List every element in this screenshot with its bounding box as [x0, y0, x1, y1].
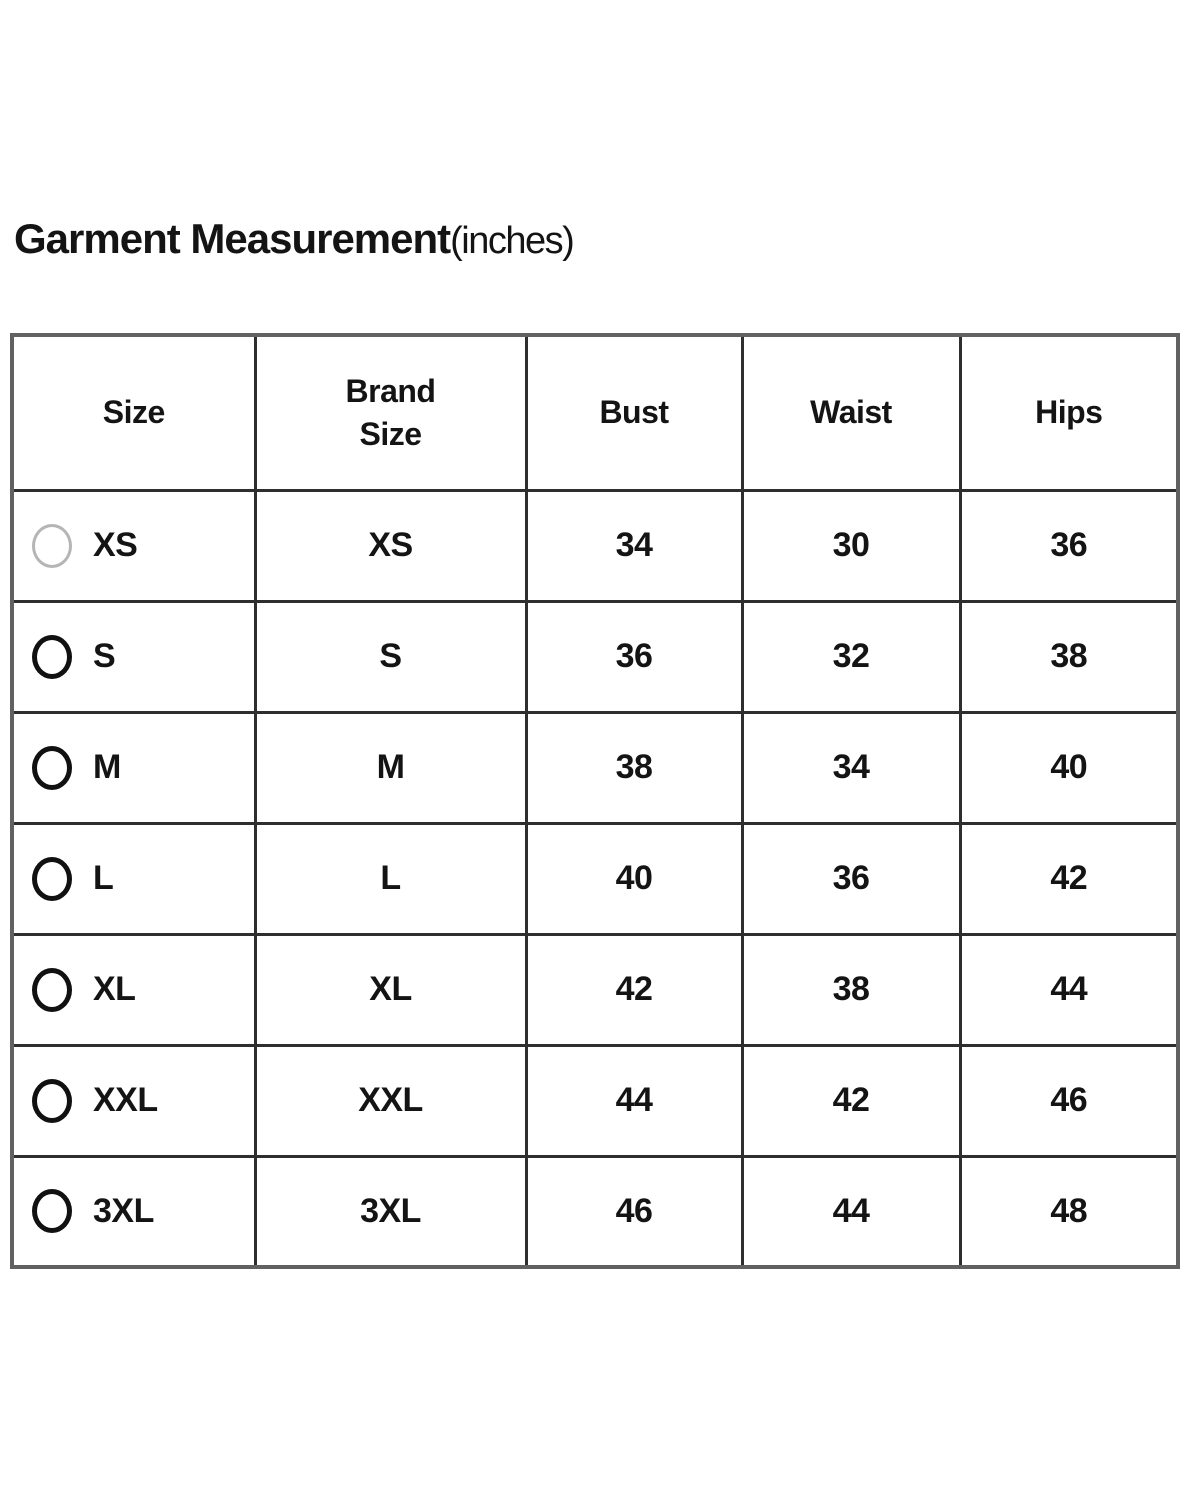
column-header-brand-size: Brand Size — [253, 333, 528, 492]
brand-size-cell: XXL — [253, 1043, 528, 1158]
table-row-3xl: 3XL 3XL 46 44 48 — [10, 1154, 1180, 1269]
bust-cell: 42 — [524, 932, 744, 1047]
waist-cell: 42 — [740, 1043, 962, 1158]
size-radio-xxl[interactable] — [32, 1078, 72, 1123]
hips-cell: 48 — [958, 1154, 1180, 1269]
brand-size-cell: M — [253, 710, 528, 825]
waist-cell: 30 — [740, 488, 962, 603]
brand-size-cell: XS — [253, 488, 528, 603]
table-header: Size Brand Size Bust Waist Hips — [10, 333, 1180, 492]
table-body: XS XS 34 30 36 S S 36 32 38 — [10, 488, 1180, 1269]
size-cell-xxl: XXL — [10, 1043, 257, 1158]
page-title: Garment Measurement(inches) — [14, 215, 575, 263]
column-header-waist: Waist — [740, 333, 962, 492]
hips-cell: 36 — [958, 488, 1180, 603]
waist-cell: 34 — [740, 710, 962, 825]
waist-cell: 32 — [740, 599, 962, 714]
size-option-l: L — [14, 856, 254, 901]
hips-cell: 38 — [958, 599, 1180, 714]
hips-cell: 44 — [958, 932, 1180, 1047]
brand-size-line2: Size — [359, 415, 422, 452]
size-radio-3xl[interactable] — [32, 1189, 72, 1234]
column-header-hips: Hips — [958, 333, 1180, 492]
table-row-s: S S 36 32 38 — [10, 599, 1180, 714]
size-option-3xl: 3XL — [14, 1189, 254, 1234]
table-row-xl: XL XL 42 38 44 — [10, 932, 1180, 1047]
bust-cell: 40 — [524, 821, 744, 936]
size-cell-l: L — [10, 821, 257, 936]
size-cell-xs: XS — [10, 488, 257, 603]
size-cell-xl: XL — [10, 932, 257, 1047]
brand-size-cell: XL — [253, 932, 528, 1047]
brand-size-cell: S — [253, 599, 528, 714]
waist-cell: 36 — [740, 821, 962, 936]
table-row-m: M M 38 34 40 — [10, 710, 1180, 825]
bust-cell: 34 — [524, 488, 744, 603]
column-header-bust: Bust — [524, 333, 744, 492]
table-row-xxl: XXL XXL 44 42 46 — [10, 1043, 1180, 1158]
size-label: 3XL — [93, 1191, 154, 1230]
size-radio-xs — [32, 523, 72, 568]
size-label: S — [93, 637, 116, 675]
waist-cell: 44 — [740, 1154, 962, 1269]
bust-cell: 36 — [524, 599, 744, 714]
size-radio-s[interactable] — [32, 634, 72, 679]
size-radio-l[interactable] — [32, 856, 72, 901]
brand-size-cell: 3XL — [253, 1154, 528, 1269]
waist-cell: 38 — [740, 932, 962, 1047]
bust-cell: 38 — [524, 710, 744, 825]
hips-cell: 40 — [958, 710, 1180, 825]
size-cell-s: S — [10, 599, 257, 714]
size-radio-m[interactable] — [32, 745, 72, 790]
table-row-xs: XS XS 34 30 36 — [10, 488, 1180, 603]
page-title-unit: (inches) — [450, 220, 575, 262]
size-cell-3xl: 3XL — [10, 1154, 257, 1269]
size-label: M — [93, 748, 121, 786]
header-row: Size Brand Size Bust Waist Hips — [10, 333, 1180, 492]
size-label: L — [93, 859, 114, 897]
size-option-xs: XS — [14, 523, 254, 568]
size-cell-m: M — [10, 710, 257, 825]
bust-cell: 44 — [524, 1043, 744, 1158]
garment-measurement-table: Size Brand Size Bust Waist Hips XS XS 34 … — [10, 333, 1180, 1269]
size-option-xxl: XXL — [14, 1078, 254, 1123]
size-label: XS — [93, 526, 138, 564]
size-option-xl: XL — [14, 967, 254, 1012]
bust-cell: 46 — [524, 1154, 744, 1269]
size-option-m: M — [14, 745, 254, 790]
hips-cell: 46 — [958, 1043, 1180, 1158]
column-header-size: Size — [10, 333, 257, 492]
hips-cell: 42 — [958, 821, 1180, 936]
size-option-s: S — [14, 634, 254, 679]
size-radio-xl[interactable] — [32, 967, 72, 1012]
table-row-l: L L 40 36 42 — [10, 821, 1180, 936]
brand-size-cell: L — [253, 821, 528, 936]
size-label: XXL — [93, 1081, 158, 1119]
size-label: XL — [93, 970, 136, 1008]
page-title-main: Garment Measurement — [14, 215, 451, 262]
brand-size-line1: Brand — [345, 372, 436, 409]
